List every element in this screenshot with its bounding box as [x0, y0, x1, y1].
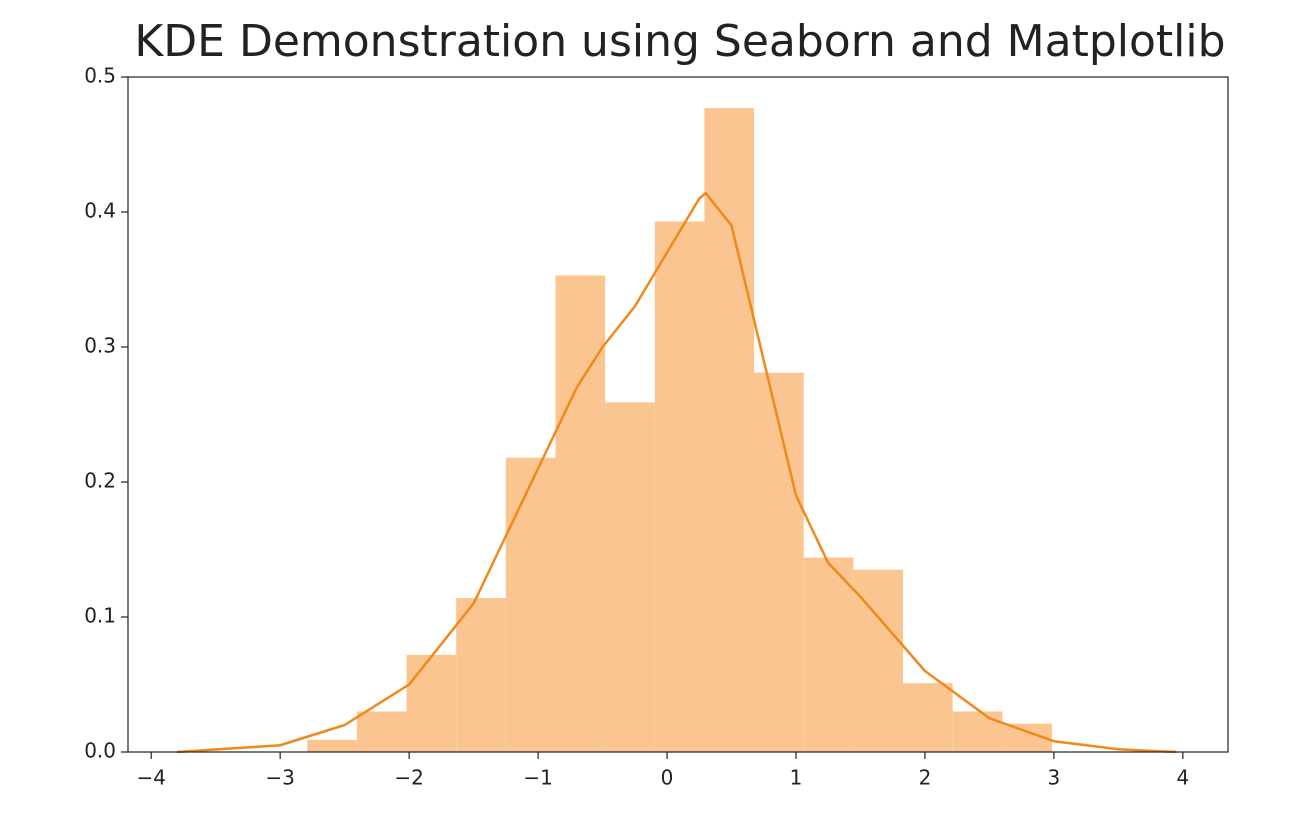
histogram-bar — [406, 654, 457, 752]
histogram-bar — [952, 711, 1003, 752]
histogram-bar — [307, 739, 357, 752]
x-tick-label: 3 — [1048, 766, 1061, 790]
y-tick-label: 0.1 — [84, 604, 116, 628]
kde-line — [176, 191, 1177, 754]
histogram-bar — [505, 457, 556, 752]
x-tick-label: 1 — [790, 766, 803, 790]
x-tick-label: −3 — [265, 766, 294, 790]
x-tick-label: −2 — [394, 766, 423, 790]
y-tick-label: 0.5 — [84, 64, 116, 88]
histogram-bar — [903, 683, 953, 752]
histogram-bar — [456, 598, 506, 752]
y-tick-label: 0.4 — [84, 199, 116, 223]
histogram-bar — [654, 221, 705, 752]
histogram-bar — [704, 108, 755, 753]
plot-frame — [127, 76, 1229, 753]
y-tick-label: 0.3 — [84, 334, 116, 358]
chart-title: KDE Demonstration using Seaborn and Matp… — [134, 16, 1225, 67]
histogram-bar — [803, 557, 854, 752]
x-tick-label: 0 — [661, 766, 674, 790]
histogram-bar — [754, 372, 804, 752]
x-tick-label: 2 — [919, 766, 932, 790]
x-tick-label: 4 — [1176, 766, 1189, 790]
x-tick-label: −1 — [523, 766, 552, 790]
histogram-bar — [605, 402, 655, 752]
x-tick-label: −4 — [136, 766, 165, 790]
histogram-bar — [853, 569, 904, 752]
histogram-bar — [555, 275, 606, 752]
y-tick-label: 0.0 — [84, 739, 116, 763]
y-tick-label: 0.2 — [84, 469, 116, 493]
histogram-bar — [356, 711, 407, 752]
